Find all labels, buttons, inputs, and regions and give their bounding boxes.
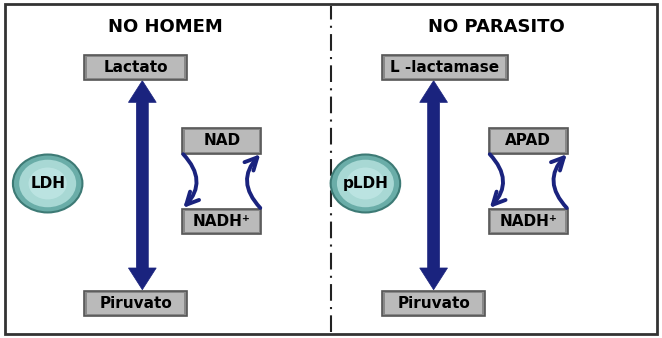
FancyBboxPatch shape xyxy=(85,55,187,80)
Text: L -lactamase: L -lactamase xyxy=(391,60,499,75)
Ellipse shape xyxy=(331,154,400,213)
FancyBboxPatch shape xyxy=(182,209,261,234)
Ellipse shape xyxy=(337,160,394,207)
FancyBboxPatch shape xyxy=(491,130,565,152)
Text: Lactato: Lactato xyxy=(103,60,168,75)
Text: pLDH: pLDH xyxy=(342,176,389,191)
FancyBboxPatch shape xyxy=(383,291,485,316)
Text: NADH⁺: NADH⁺ xyxy=(193,214,251,228)
Text: NO PARASITO: NO PARASITO xyxy=(428,18,565,35)
Text: APAD: APAD xyxy=(505,134,551,148)
FancyBboxPatch shape xyxy=(385,57,505,78)
FancyBboxPatch shape xyxy=(489,209,568,234)
FancyBboxPatch shape xyxy=(87,293,184,314)
FancyBboxPatch shape xyxy=(489,128,568,153)
FancyBboxPatch shape xyxy=(85,291,187,316)
FancyBboxPatch shape xyxy=(491,211,565,232)
FancyBboxPatch shape xyxy=(185,211,259,232)
FancyBboxPatch shape xyxy=(385,293,482,314)
Text: Piruvato: Piruvato xyxy=(397,296,470,311)
Text: Piruvato: Piruvato xyxy=(99,296,172,311)
FancyBboxPatch shape xyxy=(87,57,184,78)
FancyBboxPatch shape xyxy=(182,128,261,153)
Text: NO HOMEM: NO HOMEM xyxy=(108,18,223,35)
Polygon shape xyxy=(420,81,448,290)
Ellipse shape xyxy=(346,168,385,199)
FancyBboxPatch shape xyxy=(185,130,259,152)
Polygon shape xyxy=(128,81,156,290)
Text: NADH⁺: NADH⁺ xyxy=(499,214,557,228)
Ellipse shape xyxy=(19,160,76,207)
Ellipse shape xyxy=(13,154,83,213)
FancyBboxPatch shape xyxy=(382,55,508,80)
Text: NAD: NAD xyxy=(203,134,240,148)
Ellipse shape xyxy=(28,168,67,199)
Text: LDH: LDH xyxy=(30,176,65,191)
